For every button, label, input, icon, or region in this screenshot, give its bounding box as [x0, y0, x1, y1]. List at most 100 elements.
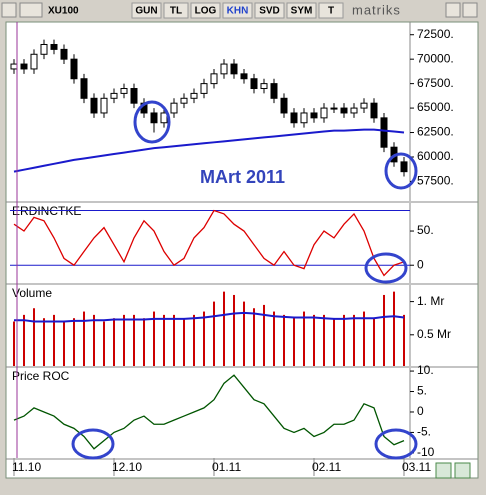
candle-body — [90, 97, 98, 114]
volume-bar — [363, 311, 365, 366]
candle-body — [400, 161, 408, 173]
menu-icon[interactable] — [1, 2, 17, 18]
refresh-button[interactable] — [435, 462, 452, 479]
volume-bar — [33, 308, 35, 366]
candle-body — [160, 112, 168, 124]
volume-bar — [63, 321, 65, 366]
volume-bar — [113, 318, 115, 366]
candle-body — [300, 112, 308, 124]
candle-body — [260, 83, 268, 90]
y-tick-label: 50. — [417, 223, 434, 237]
panel-title: ERDINCTKE — [12, 204, 81, 218]
volume-bar — [383, 294, 385, 366]
candle-body — [10, 63, 18, 70]
candle-body — [80, 78, 88, 99]
volume-bar — [43, 318, 45, 366]
y-tick-label: 0 — [417, 404, 424, 418]
circle — [71, 428, 115, 460]
toolbar-button[interactable] — [254, 2, 285, 19]
y-tick-label: 57500. — [417, 174, 454, 188]
volume-bar — [303, 311, 305, 366]
y-tick-label: 0 — [417, 257, 424, 271]
volume-bar — [103, 321, 105, 366]
candle-body — [330, 107, 338, 110]
y-tick-label: 5. — [417, 384, 427, 398]
toolbar-button[interactable] — [131, 2, 162, 19]
ma-line — [14, 311, 405, 323]
volume-bar — [333, 318, 335, 366]
y-tick-label: 72500. — [417, 27, 454, 41]
candle-body — [320, 107, 328, 119]
candle-body — [170, 102, 178, 114]
ma-line — [13, 128, 405, 173]
chart-area — [5, 21, 479, 479]
candle-body — [120, 88, 128, 94]
candle-body — [100, 97, 108, 114]
candle-body — [210, 73, 218, 85]
toolbar-button-label: GUN — [135, 6, 157, 17]
volume-bar — [403, 314, 405, 366]
candle-body — [20, 63, 28, 70]
settings-button[interactable] — [454, 462, 471, 479]
toolbar: XU100 — [1, 2, 79, 18]
circle — [364, 252, 408, 284]
x-tick-label: 11.10 — [12, 460, 41, 474]
candle-body — [360, 102, 368, 109]
y-tick-label: 62500. — [417, 125, 454, 139]
candle-body — [200, 83, 208, 94]
candle-body — [40, 43, 48, 55]
toolbar-button[interactable] — [286, 2, 317, 19]
volume-bar — [133, 314, 135, 366]
candle-body — [350, 107, 358, 114]
minimize-button[interactable] — [445, 2, 461, 18]
indicator-line — [13, 209, 405, 277]
candle-body — [30, 53, 38, 70]
y-tick-label: 1. Mr — [417, 294, 444, 308]
candle-body — [250, 78, 258, 90]
y-tick-label: 70000. — [417, 51, 454, 65]
x-tick-label: 12.10 — [112, 460, 142, 474]
toolbar-button-label: TL — [170, 6, 182, 17]
candle-body — [380, 117, 388, 148]
volume-bar — [213, 301, 215, 366]
toolbar-button-label: SVD — [259, 6, 280, 17]
volume-bar — [53, 314, 55, 366]
candle-body — [340, 107, 348, 114]
volume-bar — [93, 314, 95, 366]
toolbar-button[interactable] — [318, 2, 344, 19]
x-tick-label: 01.11 — [212, 460, 241, 474]
candle-body — [130, 88, 138, 104]
y-tick-label: -10 — [417, 445, 435, 459]
x-tick-label: 03.11 — [402, 460, 431, 474]
volume-bar — [373, 318, 375, 366]
volume-bar — [393, 291, 395, 366]
candle-body — [50, 43, 58, 50]
circle — [133, 100, 171, 144]
toolbar-button-label: T — [328, 6, 334, 17]
toolbar-button[interactable] — [222, 2, 253, 19]
volume-bar — [293, 318, 295, 366]
volume-bar — [263, 304, 265, 366]
volume-bar — [253, 308, 255, 366]
toolbar-button[interactable] — [163, 2, 189, 19]
panel-title: Volume — [12, 286, 52, 300]
candle-body — [150, 112, 158, 124]
volume-bar — [343, 314, 345, 366]
volume-bar — [323, 314, 325, 366]
y-tick-label: 10. — [417, 363, 434, 377]
toolbar-button-label: LOG — [195, 6, 217, 17]
volume-bar — [193, 314, 195, 366]
y-tick-label: 67500. — [417, 76, 454, 90]
candle-body — [70, 58, 78, 80]
symbol: XU100 — [48, 6, 79, 17]
candle-body — [370, 102, 378, 119]
toolbar-button[interactable] — [190, 2, 221, 19]
y-tick-label: 65000. — [417, 100, 454, 114]
volume-bar — [23, 314, 25, 366]
volume-bar — [273, 311, 275, 366]
candle-body — [180, 97, 188, 104]
close-button[interactable] — [462, 2, 478, 18]
volume-bar — [163, 314, 165, 366]
flag-icon[interactable] — [19, 2, 43, 18]
volume-bar — [223, 291, 225, 366]
